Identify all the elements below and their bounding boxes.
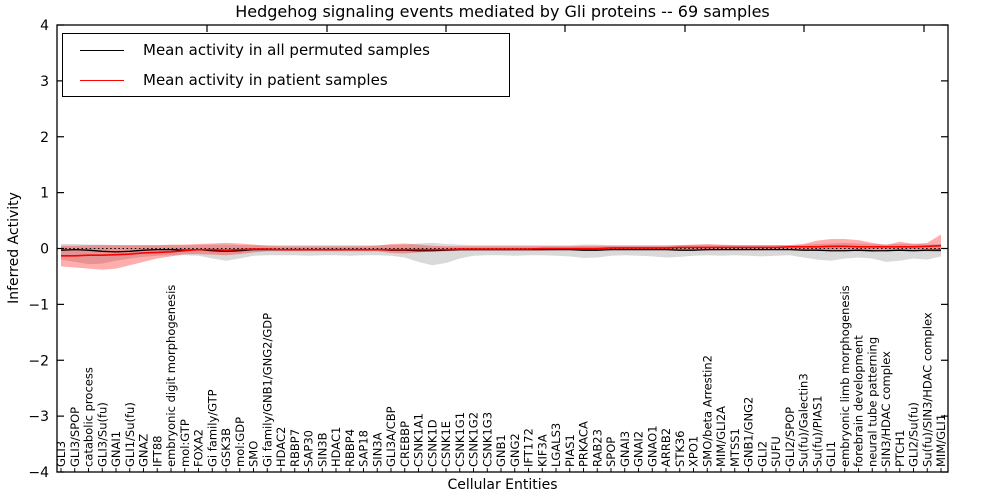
x-tick-label: PRKACA [577, 421, 591, 467]
x-tick-label: SAP18 [357, 430, 371, 467]
x-tick-label: STK36 [673, 431, 687, 468]
x-tick-label: GNAO1 [645, 425, 659, 467]
x-tick-label: CSNK1A1 [412, 413, 426, 467]
y-tick-label: 4 [40, 18, 49, 34]
x-tick-label: CSNK1E [439, 421, 453, 467]
x-tick-label: embryonic limb morphogenesis [838, 285, 852, 467]
x-tick-label: GLI3/SPOP [68, 407, 82, 467]
x-tick-label: GNAZ [137, 434, 151, 467]
x-tick-label: CSNK1G2 [467, 412, 481, 467]
permuted-line-sample [80, 49, 124, 51]
x-tick-label: mol:GTP [178, 419, 192, 467]
x-tick-label: Su(fu)/PIAS1 [810, 395, 824, 467]
x-tick-label: GLI3/Su(fu) [95, 402, 109, 467]
legend-label-permuted: Mean activity in all permuted samples [143, 41, 430, 59]
x-tick-label: SIN3A [370, 432, 384, 467]
x-tick-label: GNG2 [508, 433, 522, 467]
x-tick-label: GNAI1 [109, 431, 123, 467]
x-tick-label: PTCH1 [893, 430, 907, 467]
y-tick-label: 0 [40, 242, 49, 258]
x-tick-label: CREBBP [398, 421, 412, 467]
x-tick-label: embryonic digit morphogenesis [164, 285, 178, 467]
y-tick-label: −4 [28, 465, 49, 481]
y-tick-label: −1 [28, 297, 49, 313]
x-tick-label: ARRB2 [659, 428, 673, 467]
y-tick-label: −2 [28, 353, 49, 369]
legend-entry-permuted: Mean activity in all permuted samples [63, 36, 509, 64]
x-tick-label: CSNK1G1 [453, 412, 467, 467]
x-tick-label: GLI1 [824, 441, 838, 467]
x-tick-label: GLI2/Su(fu) [907, 402, 921, 467]
x-tick-label: SIN3/HDAC complex [879, 351, 893, 467]
x-tick-label: GNB1 [494, 434, 508, 467]
patient-mean-line [61, 244, 942, 257]
legend: Mean activity in all permuted samples Me… [62, 33, 510, 97]
x-tick-label: Gi family/GTP [205, 389, 219, 467]
y-tick-label: 1 [40, 186, 49, 202]
x-tick-label: catabolic process [82, 367, 96, 467]
chart-title: Hedgehog signaling events mediated by Gl… [235, 2, 770, 21]
x-tick-label: GNAI2 [632, 431, 646, 467]
x-tick-label: RAB23 [590, 429, 604, 467]
permuted-samples-range-band [61, 242, 941, 266]
x-tick-label: SMO [247, 441, 261, 467]
y-tick-label: 2 [40, 130, 49, 146]
x-axis-label: Cellular Entities [447, 477, 558, 493]
x-tick-label: GNAI3 [618, 431, 632, 467]
y-tick-label: −3 [28, 409, 49, 425]
x-tick-label: MIM/GLI2A [714, 406, 728, 467]
x-tick-label: GLI1/Su(fu) [123, 402, 137, 467]
x-tick-label: SIN3B [315, 432, 329, 467]
patient-samples-range-band [61, 234, 941, 270]
patient-line-sample [80, 79, 124, 81]
x-tick-label: XPO1 [687, 436, 701, 467]
x-tick-label: MIM/GLI1 [934, 414, 948, 467]
x-tick-label: forebrain development [852, 335, 866, 467]
x-tick-label: KIF3A [535, 434, 549, 467]
x-tick-label: SUFU [769, 436, 783, 467]
y-tick-label: 3 [40, 74, 49, 90]
x-tick-label: CSNK1G3 [480, 412, 494, 467]
x-tick-label: SMO/beta Arrestin2 [700, 355, 714, 467]
x-tick-label: HDAC1 [329, 427, 343, 467]
x-tick-label: Gi family/GNB1/GNG2/GDP [260, 313, 274, 467]
x-tick-label: neural tube patterning [865, 337, 879, 467]
x-tick-label: RBBP7 [288, 429, 302, 467]
x-tick-label: GLI2 [755, 441, 769, 467]
x-tick-label: SPOP [604, 437, 618, 467]
x-tick-label: CSNK1D [425, 419, 439, 467]
x-tick-label: GLI2/SPOP [783, 407, 797, 467]
x-tick-label: mol:GDP [233, 417, 247, 467]
x-tick-label: GSK3B [219, 428, 233, 467]
x-tick-label: RBBP4 [343, 429, 357, 467]
legend-label-patient: Mean activity in patient samples [143, 71, 388, 89]
x-tick-label: GNB1/GNG2 [742, 397, 756, 467]
x-tick-label: GLI3A/CBP [384, 406, 398, 467]
x-tick-label: LGALS3 [549, 423, 563, 467]
x-tick-label: HDAC2 [274, 427, 288, 467]
x-tick-label: PIAS1 [563, 434, 577, 467]
x-tick-label: SAP30 [302, 430, 316, 467]
y-axis-label: Inferred Activity [6, 192, 22, 304]
x-tick-label: IFT172 [522, 428, 536, 467]
x-tick-label: GLI3 [54, 441, 68, 467]
legend-entry-patient: Mean activity in patient samples [63, 66, 509, 94]
x-tick-label: MTSS1 [728, 428, 742, 467]
x-tick-label: Su(fu)/Galectin3 [797, 373, 811, 467]
x-tick-label: FOXA2 [192, 429, 206, 467]
x-tick-label: Su(fu)/SIN3/HDAC complex [920, 312, 934, 467]
x-tick-label: IFT88 [150, 436, 164, 467]
